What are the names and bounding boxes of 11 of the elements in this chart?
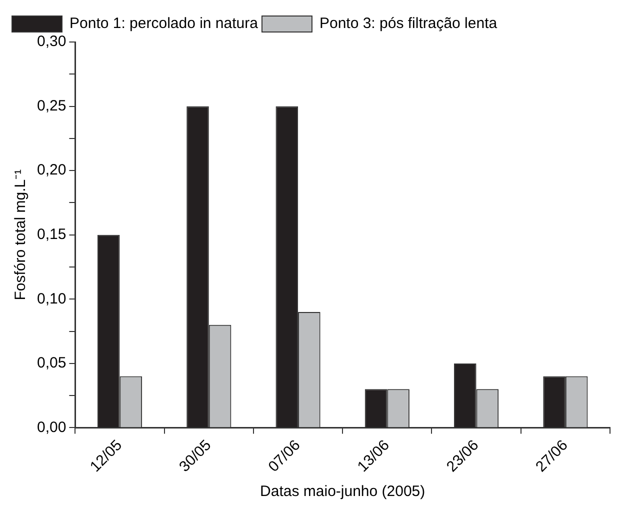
x-axis-title: Datas maio-junho (2005) (260, 483, 426, 500)
y-tick-label: 0,10 (36, 290, 66, 308)
legend-label: Ponto 3: pós filtração lenta (319, 15, 498, 32)
y-tick-label: 0,20 (36, 162, 66, 179)
y-tick-label: 0,00 (36, 418, 66, 436)
y-tick-label: 0,25 (36, 97, 66, 114)
legend-label: Ponto 1: percolado in natura (70, 15, 259, 32)
y-axis-title: Fosfóro total mg.L⁻¹ (12, 169, 30, 300)
y-tick-label: 0,15 (36, 226, 66, 244)
y-tick-label: 0,05 (36, 354, 66, 372)
y-tick-label: 0,30 (36, 33, 66, 50)
